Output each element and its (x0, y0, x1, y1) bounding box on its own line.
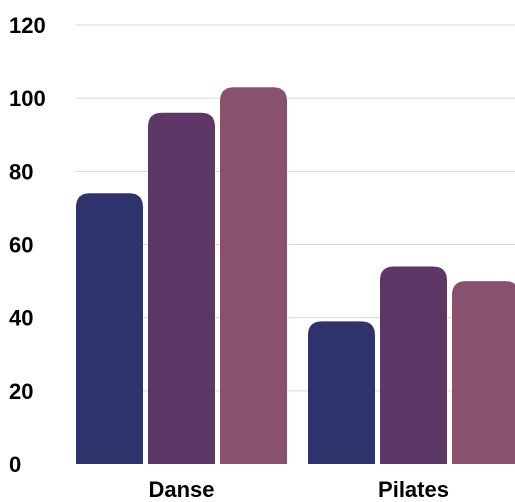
x-category-label: Danse (148, 477, 214, 502)
bar-pilates-series-3 (452, 281, 515, 464)
bars (76, 87, 515, 465)
y-tick-label: 80 (9, 159, 33, 184)
bar-danse-series-1 (76, 193, 143, 465)
x-axis-categories: Danse Pilates (148, 477, 448, 502)
y-tick-label: 20 (9, 379, 33, 404)
y-tick-label: 0 (9, 452, 21, 477)
y-tick-label: 60 (9, 233, 33, 258)
y-tick-label: 100 (9, 86, 46, 111)
bar-pilates-series-2 (380, 266, 447, 464)
y-axis-ticks: 0 20 40 60 80 100 120 (9, 13, 46, 477)
y-tick-label: 120 (9, 13, 46, 38)
x-category-label: Pilates (378, 477, 449, 502)
bar-danse-series-3 (220, 87, 287, 465)
y-tick-label: 40 (9, 306, 33, 331)
bar-danse-series-2 (148, 112, 215, 465)
bar-pilates-series-1 (308, 321, 375, 464)
